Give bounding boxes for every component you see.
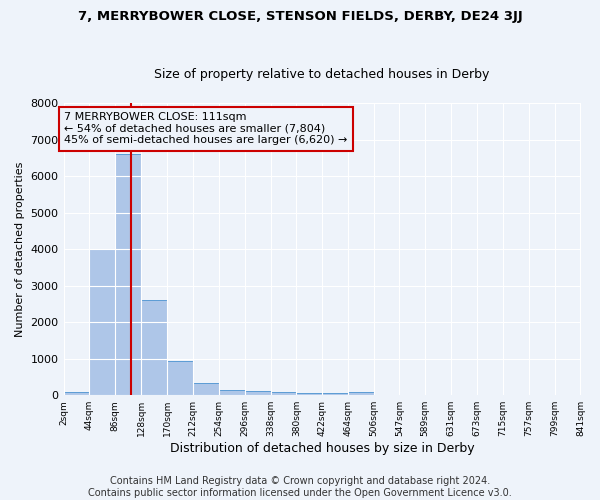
Bar — [64, 392, 89, 395]
Title: Size of property relative to detached houses in Derby: Size of property relative to detached ho… — [154, 68, 490, 81]
Text: 7 MERRYBOWER CLOSE: 111sqm
← 54% of detached houses are smaller (7,804)
45% of s: 7 MERRYBOWER CLOSE: 111sqm ← 54% of deta… — [64, 112, 347, 146]
Bar — [348, 392, 374, 395]
Bar — [219, 390, 245, 395]
Bar — [141, 300, 167, 395]
Bar — [89, 249, 115, 395]
Bar — [271, 392, 296, 395]
Bar — [115, 154, 141, 395]
Text: 7, MERRYBOWER CLOSE, STENSON FIELDS, DERBY, DE24 3JJ: 7, MERRYBOWER CLOSE, STENSON FIELDS, DER… — [77, 10, 523, 23]
Bar — [296, 394, 322, 395]
Bar — [245, 392, 271, 395]
Bar — [322, 394, 348, 395]
Bar — [167, 360, 193, 395]
Y-axis label: Number of detached properties: Number of detached properties — [15, 162, 25, 337]
Text: Contains HM Land Registry data © Crown copyright and database right 2024.
Contai: Contains HM Land Registry data © Crown c… — [88, 476, 512, 498]
Bar — [193, 384, 219, 395]
X-axis label: Distribution of detached houses by size in Derby: Distribution of detached houses by size … — [170, 442, 475, 455]
